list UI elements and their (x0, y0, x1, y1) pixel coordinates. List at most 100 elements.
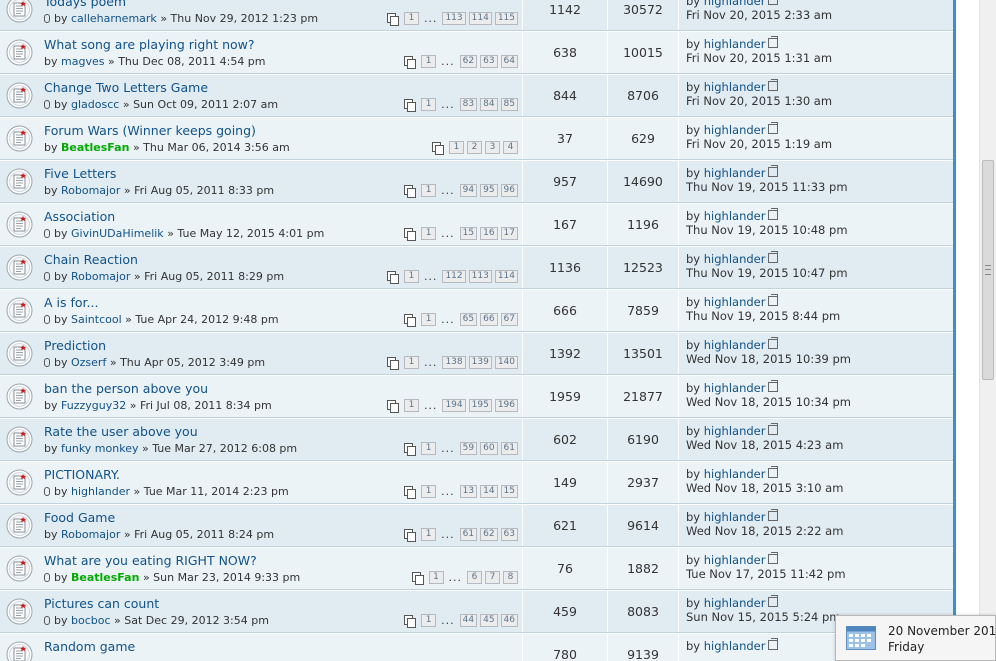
topic-author-link[interactable]: funky monkey (61, 442, 139, 455)
page-link[interactable]: 194 (442, 399, 466, 412)
topic-title-link[interactable]: Food Game (44, 510, 116, 525)
page-link[interactable]: 62 (459, 55, 478, 68)
page-link[interactable]: 95 (480, 184, 498, 197)
page-link[interactable]: 140 (494, 356, 518, 369)
page-link[interactable]: 15 (459, 227, 478, 240)
view-latest-post-icon[interactable] (768, 466, 779, 478)
topic-row[interactable]: Food Game by Robomajor » Fri Aug 05, 2011… (0, 505, 953, 548)
page-link[interactable]: 138 (442, 356, 466, 369)
topic-title-link[interactable]: A is for... (44, 295, 99, 310)
topic-title-link[interactable]: Pictures can count (44, 596, 160, 611)
topic-title-link[interactable]: Change Two Letters Game (44, 80, 209, 95)
page-link[interactable]: 44 (459, 614, 478, 627)
topic-author-link[interactable]: bocboc (71, 614, 111, 627)
page-link[interactable]: 6 (467, 571, 482, 584)
page-link[interactable]: 59 (459, 442, 478, 455)
topic-author-link[interactable]: Robomajor (71, 270, 131, 283)
topic-author-link[interactable]: Fuzzyguy32 (61, 399, 127, 412)
last-post-author-link[interactable]: highlander (703, 338, 766, 352)
page-link[interactable]: 1 (421, 614, 437, 627)
last-post-author-link[interactable]: highlander (703, 252, 766, 266)
topic-row[interactable]: Pictures can count by bocboc » Sat Dec 29… (0, 591, 953, 634)
topic-author-link[interactable]: Saintcool (71, 313, 122, 326)
page-link[interactable]: 4 (503, 141, 518, 154)
topic-row[interactable]: Todays poem by calleharnemark » Thu Nov 2… (0, 0, 953, 32)
topic-row[interactable]: PICTIONARY. by highlander » Tue Mar 11, 2… (0, 462, 953, 505)
topic-row[interactable]: Five Letters by Robomajor » Fri Aug 05, 2… (0, 161, 953, 204)
page-link[interactable]: 63 (480, 55, 498, 68)
page-link[interactable]: 1 (421, 98, 437, 111)
page-link[interactable]: 114 (494, 270, 518, 283)
last-post-author-link[interactable]: highlander (703, 123, 766, 137)
last-post-author-link[interactable]: highlander (703, 166, 766, 180)
view-latest-post-icon[interactable] (768, 509, 779, 521)
view-latest-post-icon[interactable] (768, 208, 779, 220)
page-link[interactable]: 115 (494, 12, 518, 25)
page-link[interactable]: 1 (421, 227, 437, 240)
page-link[interactable]: 60 (480, 442, 498, 455)
view-latest-post-icon[interactable] (768, 0, 779, 5)
page-link[interactable]: 14 (480, 485, 498, 498)
last-post-author-link[interactable]: highlander (703, 0, 766, 8)
page-link[interactable]: 61 (500, 442, 518, 455)
page-link[interactable]: 62 (480, 528, 498, 541)
topic-row[interactable]: Chain Reaction by Robomajor » Fri Aug 05,… (0, 247, 953, 290)
topic-row[interactable]: What are you eating RIGHT NOW? by Beatles… (0, 548, 953, 591)
last-post-author-link[interactable]: highlander (703, 553, 766, 567)
topic-title-link[interactable]: Chain Reaction (44, 252, 138, 267)
page-link[interactable]: 2 (467, 141, 482, 154)
page-link[interactable]: 114 (468, 12, 492, 25)
topic-author-link[interactable]: Robomajor (61, 528, 121, 541)
view-latest-post-icon[interactable] (768, 638, 779, 650)
page-link[interactable]: 63 (500, 528, 518, 541)
topic-title-link[interactable]: Association (44, 209, 116, 224)
page-link[interactable]: 13 (459, 485, 478, 498)
view-latest-post-icon[interactable] (768, 122, 779, 134)
page-link[interactable]: 1 (403, 270, 419, 283)
topic-title-link[interactable]: Forum Wars (Winner keeps going) (44, 123, 256, 138)
last-post-author-link[interactable]: highlander (703, 209, 766, 223)
topic-row[interactable]: What song are playing right now? by magve… (0, 32, 953, 75)
page-link[interactable]: 1 (421, 528, 437, 541)
topic-row[interactable]: Change Two Letters Game by gladoscc » Sun… (0, 75, 953, 118)
last-post-author-link[interactable]: highlander (703, 80, 766, 94)
page-link[interactable]: 1 (421, 485, 437, 498)
page-link[interactable]: 1 (403, 399, 419, 412)
topic-title-link[interactable]: Five Letters (44, 166, 117, 181)
topic-author-link[interactable]: GivinUDaHimelik (71, 227, 164, 240)
view-latest-post-icon[interactable] (768, 595, 779, 607)
topic-row[interactable]: Rate the user above you by funky monkey »… (0, 419, 953, 462)
topic-row[interactable]: Random game 780 9139 by highlander (0, 634, 953, 661)
topic-author-link[interactable]: highlander (71, 485, 131, 498)
page-link[interactable]: 1 (421, 55, 437, 68)
page-link[interactable]: 3 (485, 141, 500, 154)
page-link[interactable]: 85 (500, 98, 518, 111)
topic-title-link[interactable]: Todays poem (44, 0, 127, 9)
page-link[interactable]: 113 (442, 12, 466, 25)
page-link[interactable]: 46 (500, 614, 518, 627)
page-link[interactable]: 16 (480, 227, 498, 240)
page-link[interactable]: 1 (428, 571, 444, 584)
topic-author-link[interactable]: Ozserf (71, 356, 107, 369)
view-latest-post-icon[interactable] (768, 36, 779, 48)
page-link[interactable]: 1 (403, 12, 419, 25)
page-link[interactable]: 8 (503, 571, 518, 584)
date-notification[interactable]: 20 November 2015 Friday (835, 615, 996, 661)
page-link[interactable]: 84 (480, 98, 498, 111)
topic-title-link[interactable]: Prediction (44, 338, 107, 353)
page-link[interactable]: 45 (480, 614, 498, 627)
topic-row[interactable]: Prediction by Ozserf » Thu Apr 05, 2012 3… (0, 333, 953, 376)
topic-author-link[interactable]: BeatlesFan (61, 141, 130, 154)
topic-author-link[interactable]: Robomajor (61, 184, 121, 197)
page-link[interactable]: 195 (468, 399, 492, 412)
last-post-author-link[interactable]: highlander (703, 424, 766, 438)
topic-row[interactable]: ban the person above you by Fuzzyguy32 » … (0, 376, 953, 419)
topic-row[interactable]: Association by GivinUDaHimelik » Tue May … (0, 204, 953, 247)
last-post-author-link[interactable]: highlander (703, 37, 766, 51)
topic-title-link[interactable]: PICTIONARY. (44, 467, 120, 482)
last-post-author-link[interactable]: highlander (703, 639, 766, 653)
topic-title-link[interactable]: ban the person above you (44, 381, 209, 396)
page-link[interactable]: 1 (403, 356, 419, 369)
topic-title-link[interactable]: Rate the user above you (44, 424, 198, 439)
view-latest-post-icon[interactable] (768, 251, 779, 263)
